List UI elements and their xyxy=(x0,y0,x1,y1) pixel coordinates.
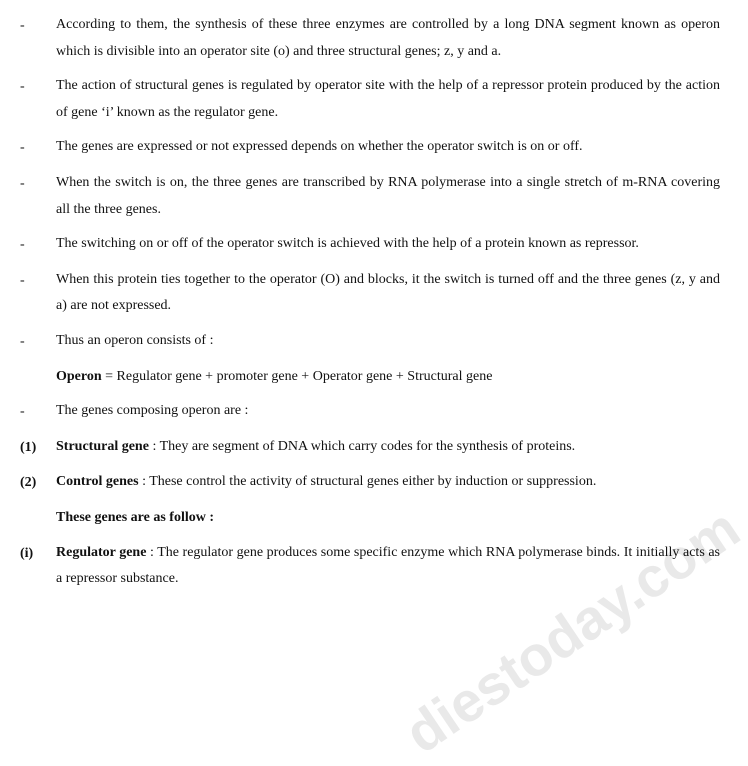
list-item: Operon = Regulator gene + promoter gene … xyxy=(20,364,720,391)
list-text: Thus an operon consists of : xyxy=(56,328,720,356)
list-text: The action of structural genes is regula… xyxy=(56,73,720,126)
list-item: -Thus an operon consists of : xyxy=(20,328,720,356)
list-item: (1)Structural gene : They are segment of… xyxy=(20,434,720,462)
list-item: -When the switch is on, the three genes … xyxy=(20,170,720,223)
list-item: (2)Control genes : These control the act… xyxy=(20,469,720,497)
list-text: Control genes : These control the activi… xyxy=(56,469,720,497)
list-item: -The switching on or off of the operator… xyxy=(20,231,720,259)
list-item: -The genes composing operon are : xyxy=(20,398,720,426)
list-marker: (i) xyxy=(20,540,56,593)
list-text: When the switch is on, the three genes a… xyxy=(56,170,720,223)
list-marker: - xyxy=(20,73,56,126)
list-marker xyxy=(20,505,56,532)
list-item: -When this protein ties together to the … xyxy=(20,267,720,320)
list-marker: - xyxy=(20,267,56,320)
list-item: -The genes are expressed or not expresse… xyxy=(20,134,720,162)
list-marker: - xyxy=(20,134,56,162)
list-marker: - xyxy=(20,398,56,426)
list-marker: - xyxy=(20,12,56,65)
list-text: Regulator gene : The regulator gene prod… xyxy=(56,540,720,593)
content-list: -According to them, the synthesis of the… xyxy=(20,12,720,593)
list-text: When this protein ties together to the o… xyxy=(56,267,720,320)
list-marker: - xyxy=(20,231,56,259)
list-item: -According to them, the synthesis of the… xyxy=(20,12,720,65)
list-text: According to them, the synthesis of thes… xyxy=(56,12,720,65)
list-marker: (1) xyxy=(20,434,56,462)
list-text: These genes are as follow : xyxy=(56,505,720,532)
list-text: The switching on or off of the operator … xyxy=(56,231,720,259)
list-item: These genes are as follow : xyxy=(20,505,720,532)
list-marker: - xyxy=(20,328,56,356)
list-text: Structural gene : They are segment of DN… xyxy=(56,434,720,462)
list-item: (i)Regulator gene : The regulator gene p… xyxy=(20,540,720,593)
list-marker: (2) xyxy=(20,469,56,497)
list-item: -The action of structural genes is regul… xyxy=(20,73,720,126)
list-marker xyxy=(20,364,56,391)
list-text: Operon = Regulator gene + promoter gene … xyxy=(56,364,720,391)
list-text: The genes are expressed or not expressed… xyxy=(56,134,720,162)
list-marker: - xyxy=(20,170,56,223)
list-text: The genes composing operon are : xyxy=(56,398,720,426)
